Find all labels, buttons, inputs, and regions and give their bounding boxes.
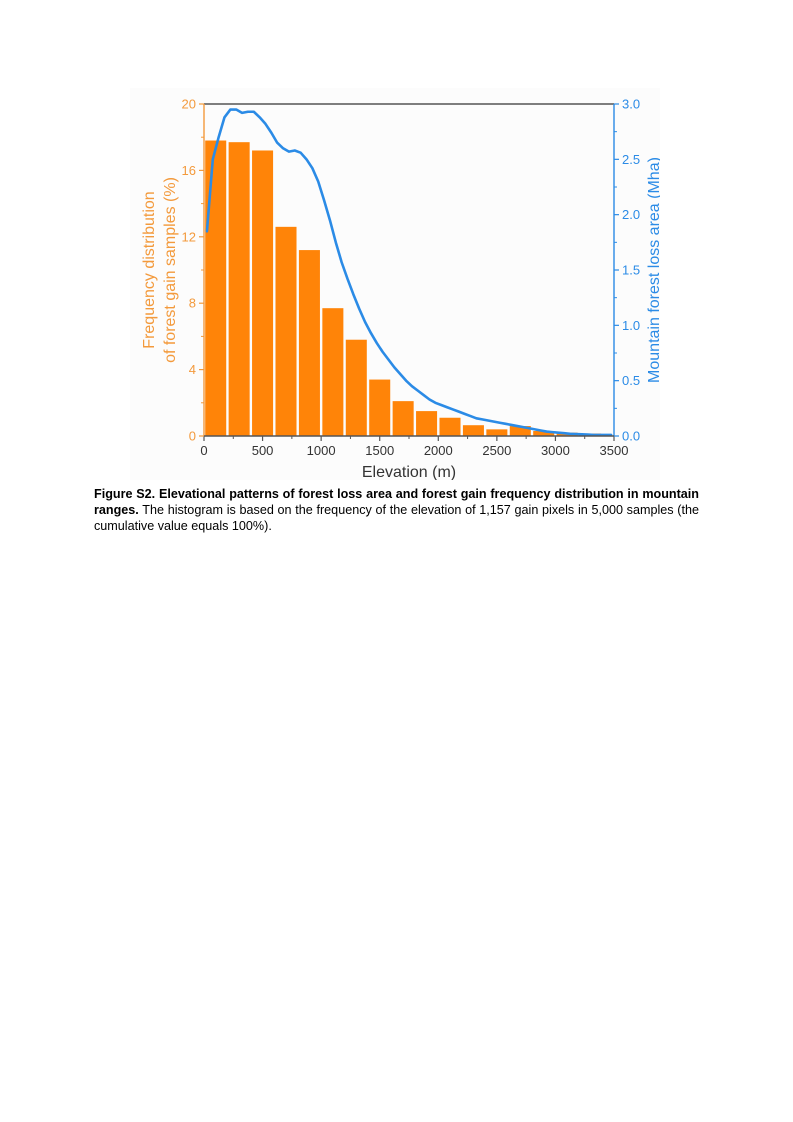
x-tick-label: 0 <box>200 443 207 458</box>
left-y-axis-title-line: Frequency distribution <box>141 191 158 348</box>
histogram-bar <box>275 226 297 436</box>
histogram-bar <box>252 150 274 437</box>
histogram-bar <box>228 142 250 436</box>
left-y-tick-label: 0 <box>189 429 196 444</box>
x-axis-title: Elevation (m) <box>362 464 456 480</box>
x-tick-label: 1000 <box>307 443 336 458</box>
left-y-tick-label: 12 <box>182 229 196 244</box>
chart-svg: 0 500 1000 1500 2000 2500 3000 3500 0 4 8 12 16 20 0.0… <box>130 88 660 480</box>
left-y-tick-label: 4 <box>189 362 196 377</box>
right-y-tick-label: 0.5 <box>622 373 640 388</box>
histogram-bar <box>205 140 227 436</box>
right-y-tick-label: 2.5 <box>622 152 640 167</box>
loss-area-line <box>205 108 613 437</box>
left-y-tick-label: 16 <box>182 163 196 178</box>
histogram-bar <box>533 431 555 436</box>
right-y-tick-label: 0.0 <box>622 429 640 444</box>
histogram-bar <box>369 379 391 436</box>
right-y-tick-label: 3.0 <box>622 97 640 112</box>
x-tick-label: 1500 <box>365 443 394 458</box>
histogram-bar <box>322 308 344 436</box>
figure-caption: Figure S2. Elevational patterns of fores… <box>94 486 699 534</box>
x-tick-label: 3500 <box>600 443 629 458</box>
histogram-bar <box>462 425 484 436</box>
line-layer <box>205 108 613 437</box>
x-tick-label: 3000 <box>541 443 570 458</box>
caption-bold: Figure S2. Elevational patterns of fores… <box>94 487 699 517</box>
figure-chart: 0 500 1000 1500 2000 2500 3000 3500 0 4 8 12 16 20 0.0… <box>130 88 660 480</box>
axes-layer <box>199 103 619 441</box>
labels-layer: 0 500 1000 1500 2000 2500 3000 3500 0 4 8 12 16 20 0.0… <box>141 97 660 481</box>
right-y-tick-label: 1.0 <box>622 318 640 333</box>
right-y-tick-label: 2.0 <box>622 207 640 222</box>
histogram-bar <box>416 411 438 436</box>
left-y-tick-label: 8 <box>189 296 196 311</box>
x-tick-label: 2500 <box>482 443 511 458</box>
left-y-tick-label: 20 <box>182 97 196 112</box>
histogram-bar <box>486 429 508 436</box>
left-y-axis-title-line: of forest gain samples (%) <box>162 177 179 363</box>
x-tick-label: 2000 <box>424 443 453 458</box>
histogram-bar <box>345 339 367 436</box>
histogram-bar <box>509 426 531 436</box>
histogram-bar <box>392 401 414 436</box>
right-y-tick-label: 1.5 <box>622 263 640 278</box>
histogram-bar <box>439 417 461 436</box>
x-tick-label: 500 <box>252 443 274 458</box>
right-y-axis-title: Mountain forest loss area (Mha) <box>646 157 660 383</box>
histogram-bar <box>298 250 320 436</box>
caption-text: The histogram is based on the frequency … <box>94 503 699 533</box>
